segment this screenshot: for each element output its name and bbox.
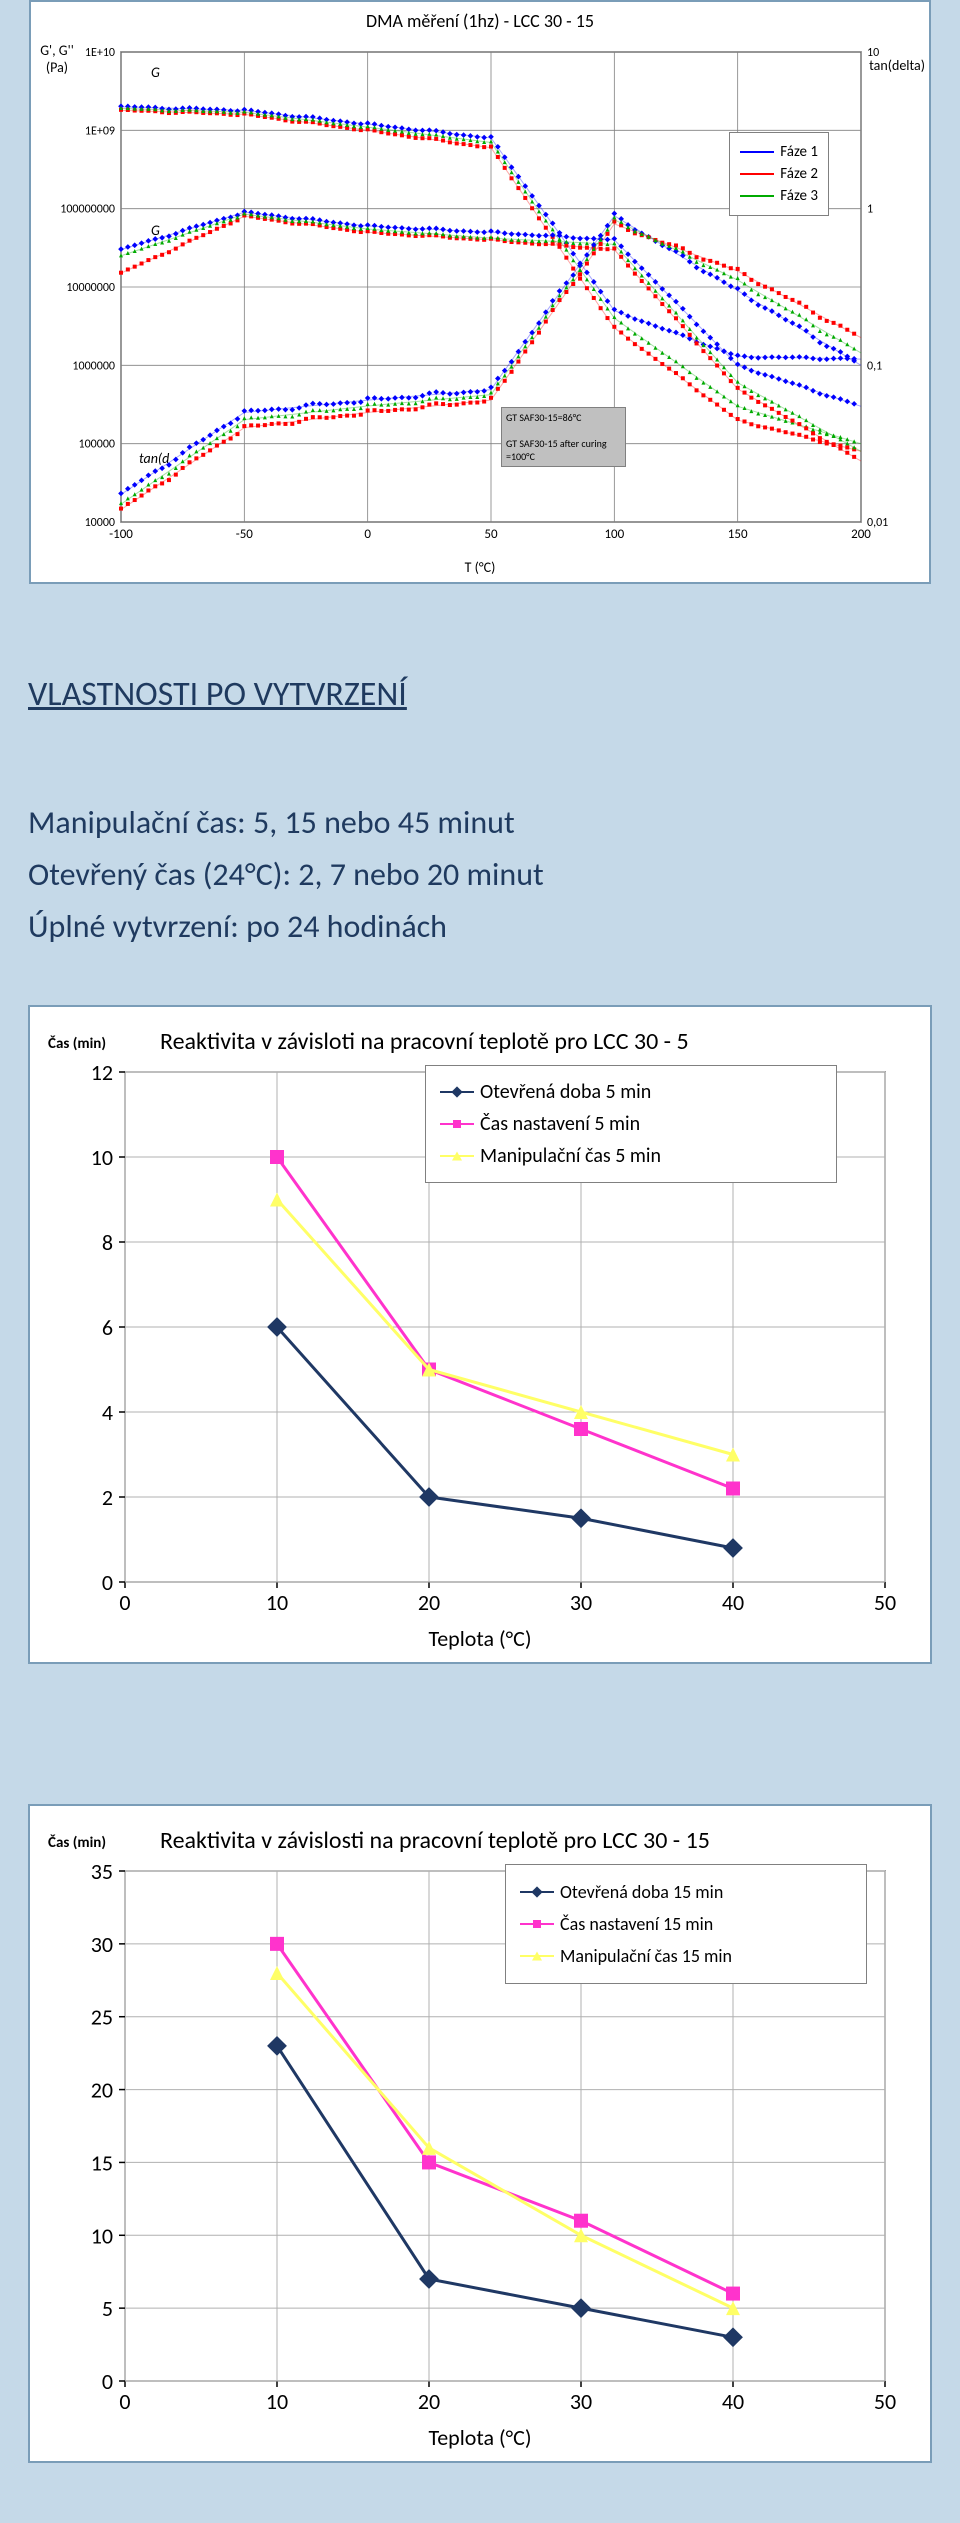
svg-text:6: 6 <box>102 1314 113 1341</box>
react5-legend: Otevřená doba 5 min Čas nastavení 5 min … <box>425 1065 837 1183</box>
dma-inline-g1: G <box>151 64 160 81</box>
dma-chart-frame: DMA měření (1hz) - LCC 30 - 15 -100-5005… <box>29 0 931 584</box>
legend-item: Manipulační čas 5 min <box>440 1144 822 1168</box>
svg-text:2: 2 <box>102 1484 113 1511</box>
svg-text:100000: 100000 <box>79 438 116 452</box>
svg-text:100000000: 100000000 <box>60 203 115 217</box>
svg-text:0: 0 <box>119 1589 130 1616</box>
svg-text:0: 0 <box>102 1569 113 1596</box>
svg-text:0,01: 0,01 <box>867 516 888 530</box>
svg-text:40: 40 <box>722 2388 744 2415</box>
legend-label: Fáze 2 <box>780 165 818 183</box>
svg-text:20: 20 <box>418 2388 440 2415</box>
react15-chart-frame: Čas (min) Reaktivita v závislosti na pra… <box>28 1804 932 2463</box>
svg-text:8: 8 <box>102 1229 113 1256</box>
svg-text:10000000: 10000000 <box>66 281 115 295</box>
svg-text:150: 150 <box>728 527 748 542</box>
svg-text:4: 4 <box>102 1399 113 1426</box>
svg-text:1000000: 1000000 <box>72 359 115 373</box>
dma-y-left-label: G', G'' (Pa) <box>37 42 77 76</box>
body-text-line: Manipulační čas: 5, 15 nebo 45 minut <box>28 799 940 847</box>
dma-x-label: T (°C) <box>31 559 929 576</box>
dma-inline-g2: G <box>151 222 160 239</box>
legend-item: Čas nastavení 5 min <box>440 1112 822 1136</box>
legend-item: Fáze 2 <box>740 165 818 183</box>
legend-label: Manipulační čas 5 min <box>480 1144 661 1168</box>
section-heading: VLASTNOSTI PO VYTVRZENÍ <box>28 674 940 715</box>
legend-label: Čas nastavení 15 min <box>560 1913 713 1935</box>
svg-text:20: 20 <box>418 1589 440 1616</box>
svg-text:25: 25 <box>91 2004 113 2031</box>
svg-text:0: 0 <box>364 527 371 542</box>
svg-text:5: 5 <box>102 2295 113 2322</box>
svg-text:50: 50 <box>874 1589 896 1616</box>
svg-text:30: 30 <box>570 2388 592 2415</box>
svg-text:40: 40 <box>722 1589 744 1616</box>
react5-x-label: Teplota (°C) <box>30 1625 930 1652</box>
svg-text:10: 10 <box>91 2222 113 2249</box>
dma-legend: Fáze 1 Fáze 2 Fáze 3 <box>729 132 829 216</box>
react15-y-label: Čas (min) <box>48 1834 106 1852</box>
svg-text:10: 10 <box>91 1144 113 1171</box>
svg-text:1E+09: 1E+09 <box>85 124 115 138</box>
svg-text:20: 20 <box>91 2077 113 2104</box>
svg-text:10: 10 <box>266 1589 288 1616</box>
legend-item: Otevřená doba 5 min <box>440 1080 822 1104</box>
svg-text:12: 12 <box>91 1059 113 1086</box>
svg-text:50: 50 <box>484 527 498 542</box>
legend-label: Otevřená doba 15 min <box>560 1881 723 1903</box>
svg-text:1E+10: 1E+10 <box>85 46 115 60</box>
react5-y-label: Čas (min) <box>48 1035 106 1053</box>
legend-item: Fáze 3 <box>740 187 818 205</box>
svg-text:30: 30 <box>91 1931 113 1958</box>
react5-chart-frame: Čas (min) Reaktivita v závisloti na prac… <box>28 1005 932 1664</box>
legend-label: Fáze 1 <box>780 143 818 161</box>
body-text-line: Úplné vytvrzení: po 24 hodinách <box>28 903 940 951</box>
legend-label: Čas nastavení 5 min <box>480 1112 640 1136</box>
svg-text:0: 0 <box>102 2368 113 2395</box>
react15-x-label: Teplota (°C) <box>30 2424 930 2451</box>
svg-text:-50: -50 <box>236 527 254 542</box>
dma-y-right-label: tan(delta) <box>869 57 925 74</box>
svg-text:100: 100 <box>604 527 624 542</box>
svg-text:10: 10 <box>266 2388 288 2415</box>
svg-text:15: 15 <box>91 2149 113 2176</box>
dma-annotation: GT SAF30-15=86°C GT SAF30-15 after curin… <box>501 407 626 467</box>
svg-text:30: 30 <box>570 1589 592 1616</box>
svg-text:0: 0 <box>119 2388 130 2415</box>
legend-item: Čas nastavení 15 min <box>520 1913 852 1935</box>
react15-legend: Otevřená doba 15 min Čas nastavení 15 mi… <box>505 1864 867 1984</box>
legend-label: Fáze 3 <box>780 187 818 205</box>
legend-item: Otevřená doba 15 min <box>520 1881 852 1903</box>
legend-label: Manipulační čas 15 min <box>560 1945 732 1967</box>
svg-text:35: 35 <box>91 1858 113 1885</box>
dma-chart-svg: -100-500501001502001E+101E+0910000000010… <box>31 22 929 582</box>
svg-text:0,1: 0,1 <box>867 359 882 373</box>
legend-label: Otevřená doba 5 min <box>480 1080 651 1104</box>
svg-text:1: 1 <box>867 203 873 217</box>
svg-text:50: 50 <box>874 2388 896 2415</box>
body-text-line: Otevřený čas (24°C): 2, 7 nebo 20 minut <box>28 851 940 899</box>
svg-text:10000: 10000 <box>85 516 115 530</box>
legend-item: Fáze 1 <box>740 143 818 161</box>
dma-inline-tand: tan(d <box>139 450 169 467</box>
legend-item: Manipulační čas 15 min <box>520 1945 852 1967</box>
